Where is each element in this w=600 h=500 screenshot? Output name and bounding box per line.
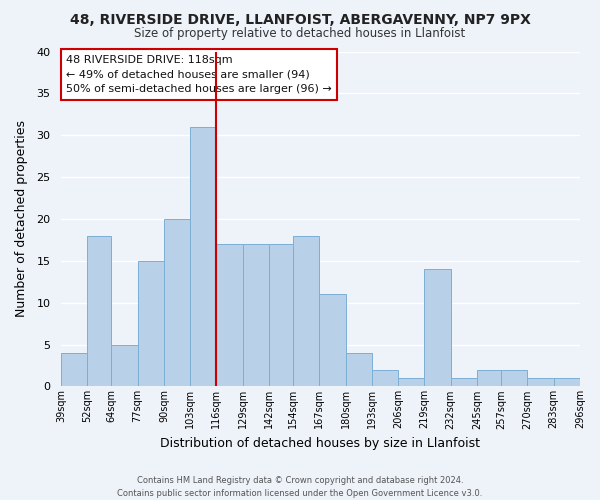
Bar — [293, 236, 319, 386]
Bar — [372, 370, 398, 386]
Text: Contains HM Land Registry data © Crown copyright and database right 2024.
Contai: Contains HM Land Registry data © Crown c… — [118, 476, 482, 498]
Bar — [451, 378, 477, 386]
Bar — [554, 378, 580, 386]
Y-axis label: Number of detached properties: Number of detached properties — [15, 120, 28, 318]
Bar — [269, 244, 293, 386]
Bar — [164, 219, 190, 386]
Bar — [217, 244, 242, 386]
Bar — [112, 344, 137, 387]
Bar — [61, 353, 87, 386]
Text: Size of property relative to detached houses in Llanfoist: Size of property relative to detached ho… — [134, 28, 466, 40]
X-axis label: Distribution of detached houses by size in Llanfoist: Distribution of detached houses by size … — [160, 437, 481, 450]
Bar — [527, 378, 554, 386]
Bar — [398, 378, 424, 386]
Bar — [477, 370, 501, 386]
Text: 48 RIVERSIDE DRIVE: 118sqm
← 49% of detached houses are smaller (94)
50% of semi: 48 RIVERSIDE DRIVE: 118sqm ← 49% of deta… — [66, 55, 332, 94]
Bar — [137, 261, 164, 386]
Bar — [424, 269, 451, 386]
Bar — [346, 353, 372, 386]
Bar — [190, 127, 217, 386]
Bar — [87, 236, 112, 386]
Bar — [501, 370, 527, 386]
Bar — [319, 294, 346, 386]
Bar — [242, 244, 269, 386]
Text: 48, RIVERSIDE DRIVE, LLANFOIST, ABERGAVENNY, NP7 9PX: 48, RIVERSIDE DRIVE, LLANFOIST, ABERGAVE… — [70, 12, 530, 26]
